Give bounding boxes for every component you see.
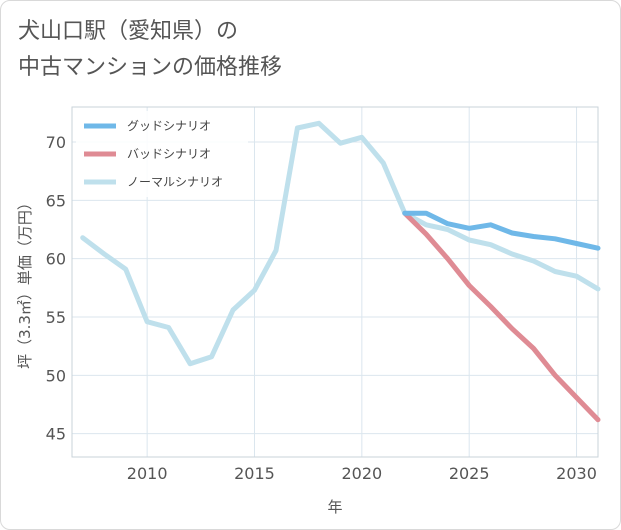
y-axis-ticks: 45 50 55 60 65 70 bbox=[46, 133, 66, 444]
series-line bbox=[80, 120, 601, 367]
y-axis-label: 坪（3.3㎡）単価（万円） bbox=[16, 195, 34, 369]
y-tick-label: 70 bbox=[46, 133, 66, 152]
series-line bbox=[402, 210, 601, 423]
y-tick-label: 65 bbox=[46, 191, 66, 210]
x-tick-label: 2020 bbox=[341, 464, 382, 483]
x-tick-label: 2015 bbox=[234, 464, 275, 483]
plot-area-frame bbox=[71, 106, 599, 458]
y-tick-label: 55 bbox=[46, 308, 66, 327]
series-lines bbox=[80, 120, 601, 423]
y-tick-label: 60 bbox=[46, 250, 66, 269]
legend-label: バッドシナリオ bbox=[127, 147, 211, 161]
series-line bbox=[402, 210, 601, 251]
y-tick-label: 45 bbox=[46, 425, 66, 444]
x-axis-ticks: 2010 2015 2020 2025 2030 bbox=[127, 464, 597, 483]
chart-title: 犬山口駅（愛知県）の 中古マンションの価格推移 bbox=[18, 19, 283, 80]
x-axis-label: 年 bbox=[327, 498, 342, 516]
x-tick-label: 2010 bbox=[127, 464, 168, 483]
legend-label: ノーマルシナリオ bbox=[127, 175, 223, 189]
y-tick-label: 50 bbox=[46, 366, 66, 385]
x-tick-label: 2030 bbox=[556, 464, 597, 483]
legend-label: グッドシナリオ bbox=[127, 119, 211, 133]
x-tick-label: 2025 bbox=[449, 464, 490, 483]
